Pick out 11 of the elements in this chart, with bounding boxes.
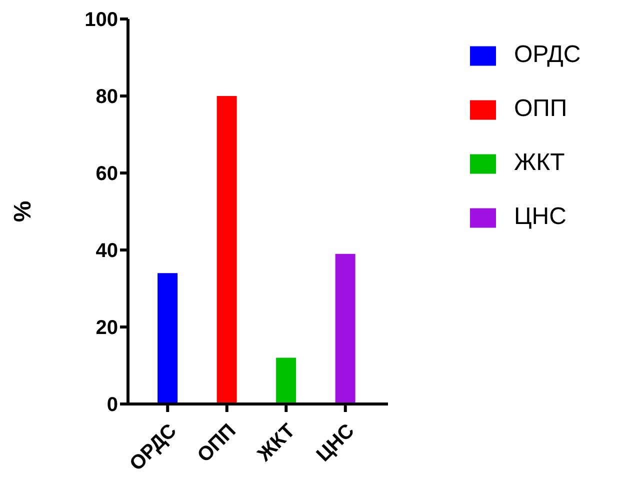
legend-label: ОРДС bbox=[514, 41, 581, 68]
legend-label: ОПП bbox=[514, 95, 568, 122]
y-tick-label: 40 bbox=[96, 240, 118, 262]
y-tick-label: 100 bbox=[84, 9, 118, 32]
legend-label: ЖКТ bbox=[514, 149, 565, 176]
y-tick-label: 0 bbox=[106, 394, 118, 416]
legend-label: ЦНС bbox=[514, 203, 566, 230]
y-tick-label: 20 bbox=[96, 317, 118, 340]
y-axis-title: % bbox=[10, 200, 37, 222]
y-tick-label: 80 bbox=[96, 86, 118, 108]
y-tick-label: 60 bbox=[96, 163, 118, 186]
